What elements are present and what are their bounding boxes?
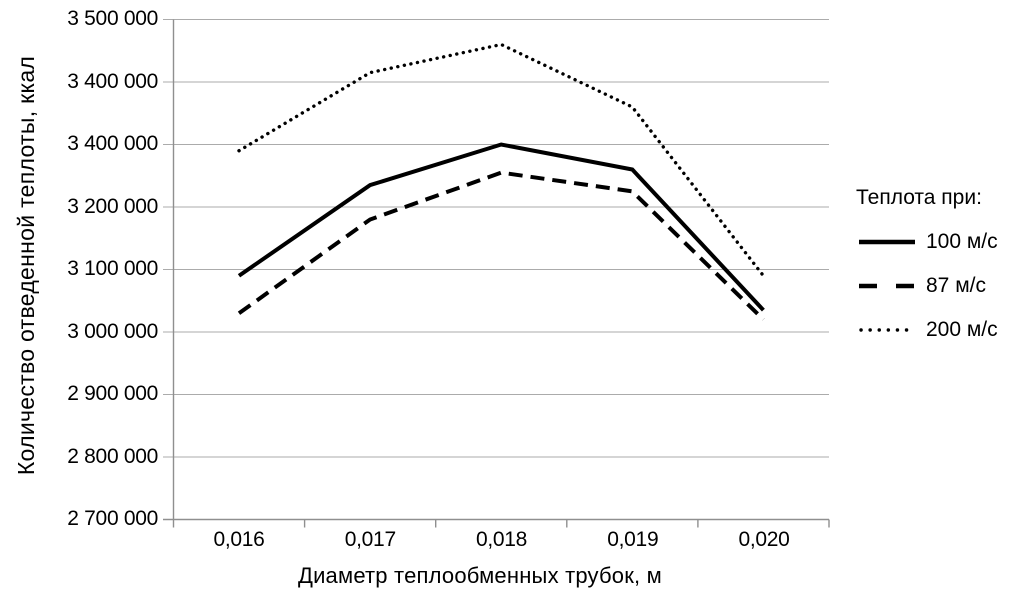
solid-line-icon [859, 239, 915, 245]
x-tick-label: 0,018 [475, 528, 528, 551]
legend: Теплота при: 100 м/с 87 м/с 200 м/с [850, 186, 1016, 352]
y-tick-label: 3 400 000 [67, 132, 158, 155]
dashed-line-icon [859, 283, 915, 289]
y-tick-label: 2 900 000 [67, 382, 158, 405]
legend-label: 87 м/с [926, 274, 986, 297]
x-tick-label: 0,019 [607, 528, 659, 551]
legend-label: 200 м/с [926, 318, 998, 341]
legend-label: 100 м/с [926, 230, 998, 253]
y-tick-label: 3 500 000 [67, 7, 158, 30]
legend-item-200ms: 200 м/с [850, 308, 1016, 352]
dotted-line-icon [859, 328, 916, 332]
legend-title: Теплота при: [856, 186, 982, 209]
x-axis-title: Диаметр теплообменных трубок, м [297, 563, 663, 588]
x-tick-label: 0,017 [344, 528, 396, 551]
y-tick-label: 3 000 000 [67, 319, 158, 343]
y-tick-label: 2 800 000 [67, 444, 158, 468]
y-tick-label: 3 400 000 [67, 69, 158, 93]
x-tick-label: 0,016 [213, 528, 265, 551]
legend-item-100ms: 100 м/с [850, 220, 1016, 264]
x-tick-label: 0,020 [738, 528, 790, 551]
legend-item-87ms: 87 м/с [850, 264, 1016, 308]
y-tick-label: 3 100 000 [67, 257, 158, 280]
y-tick-label: 2 700 000 [67, 507, 158, 530]
y-tick-label: 3 200 000 [67, 194, 158, 218]
